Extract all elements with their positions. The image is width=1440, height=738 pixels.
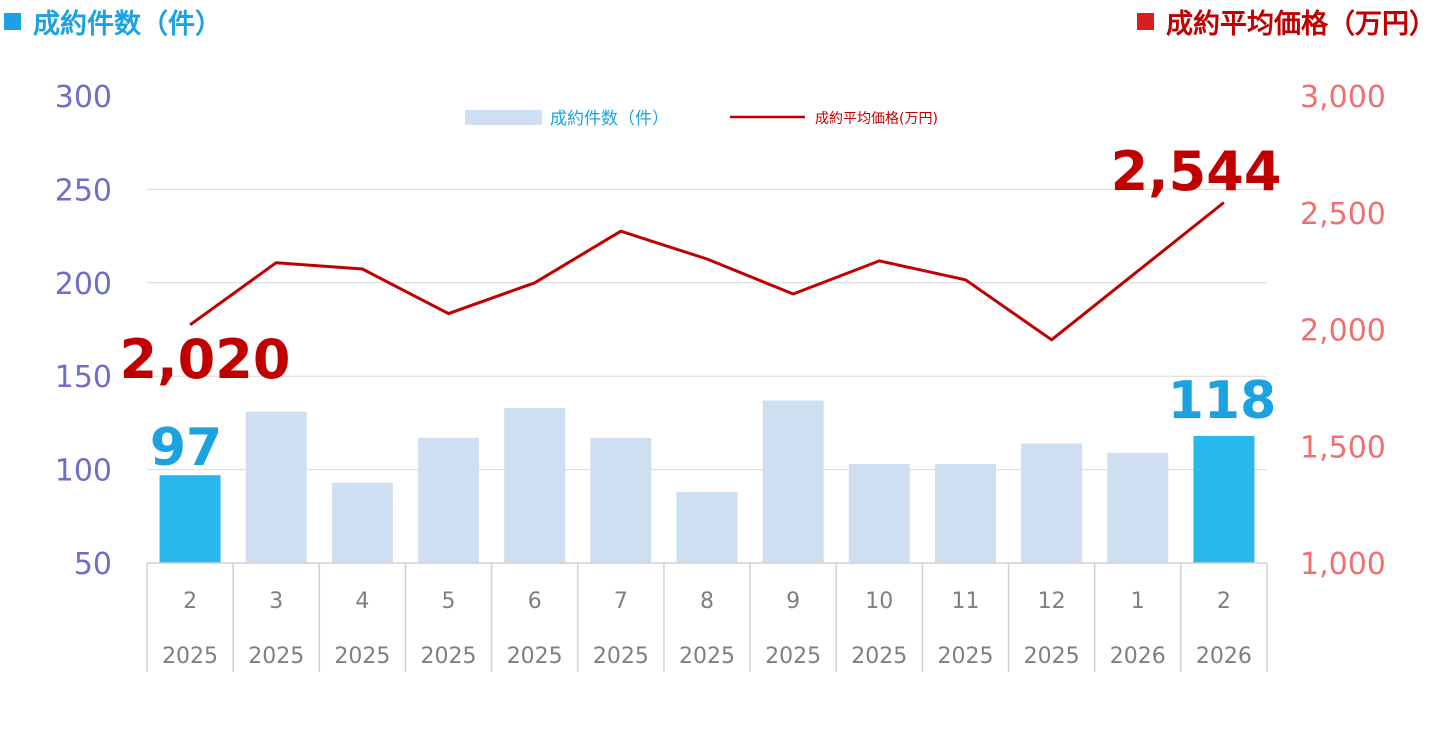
bar-12 (1193, 435, 1255, 563)
gridlines (147, 188, 1267, 471)
category-axis: 2 2025 3 2025 4 2025 5 2025 6 2025 7 2025 8 2025 9 2025… (146, 562, 1268, 672)
category-year-label: 2025 (1024, 644, 1080, 669)
bar-2 (331, 482, 393, 563)
category-month-label: 2 (1217, 589, 1231, 614)
left-tick-label: 150 (55, 360, 112, 395)
category-year-label: 2025 (248, 644, 304, 669)
bar-8 (848, 463, 910, 563)
category-month-label: 2 (183, 589, 197, 614)
right-tick-label: 1,000 (1300, 547, 1386, 582)
right-axis-title-text: 成約平均価格（万円） (1166, 9, 1436, 40)
category-year-label: 2026 (1196, 644, 1252, 669)
bar-series (159, 400, 1255, 563)
legend-line-label: 成約平均価格(万円) (815, 111, 938, 127)
category-year-label: 2026 (1110, 644, 1166, 669)
category-month-label: 9 (786, 589, 800, 614)
category-month-label: 8 (700, 589, 714, 614)
left-tick-label: 250 (55, 173, 112, 208)
line-series (189, 201, 1225, 342)
category-month-label: 12 (1038, 589, 1066, 614)
legend: 成約件数（件） 成約平均価格(万円) (465, 109, 938, 129)
category-month-label: 10 (865, 589, 893, 614)
left-tick-label: 100 (55, 454, 112, 489)
bar-5 (590, 437, 652, 563)
legend-bar-label: 成約件数（件） (550, 109, 669, 129)
right-tick-label: 3,000 (1300, 80, 1386, 115)
category-month-label: 1 (1131, 589, 1145, 614)
bar-first-value-label: 97 (150, 418, 222, 478)
category-month-label: 5 (442, 589, 456, 614)
left-tick-label: 200 (55, 267, 112, 302)
right-tick-label: 2,000 (1300, 314, 1386, 349)
right-tick-label: 1,500 (1300, 430, 1386, 465)
left-tick-label: 50 (74, 547, 112, 582)
bar-10 (1021, 443, 1083, 563)
category-year-label: 2025 (593, 644, 649, 669)
bar-0 (159, 475, 221, 563)
category-year-label: 2025 (162, 644, 218, 669)
category-month-label: 7 (614, 589, 628, 614)
category-month-label: 6 (528, 589, 542, 614)
category-year-label: 2025 (851, 644, 907, 669)
price-line (189, 201, 1225, 342)
line-legend-square-icon (1137, 13, 1154, 30)
category-month-label: 3 (269, 589, 283, 614)
bar-9 (934, 463, 996, 563)
right-tick-label: 2,500 (1300, 197, 1386, 232)
category-year-label: 2025 (765, 644, 821, 669)
right-axis-title: 成約平均価格（万円） (1137, 2, 1436, 41)
category-month-label: 11 (951, 589, 979, 614)
line-last-value-label: 2,544 (1111, 140, 1282, 203)
bar-11 (1107, 452, 1169, 563)
bar-legend-square-icon (4, 13, 21, 30)
left-axis-title: 成約件数（件） (4, 2, 222, 41)
legend-bar-swatch (465, 110, 542, 125)
axes: 300 250 200 150 100 50 3,000 2,500 2,000 1,500 1,0… (55, 80, 1386, 582)
category-year-label: 2025 (507, 644, 563, 669)
left-tick-label: 300 (55, 80, 112, 115)
bar-last-value-label: 118 (1168, 371, 1277, 431)
line-first-value-label: 2,020 (120, 328, 291, 391)
bar-7 (762, 400, 824, 563)
left-axis-title-text: 成約件数（件） (33, 9, 222, 40)
category-year-label: 2025 (421, 644, 477, 669)
category-year-label: 2025 (334, 644, 390, 669)
bar-4 (504, 407, 566, 563)
bar-3 (418, 437, 480, 563)
bar-1 (245, 411, 307, 563)
category-month-label: 4 (355, 589, 369, 614)
annotations: 2,020 2,544 97 118 (120, 140, 1282, 478)
bar-6 (676, 492, 738, 563)
category-year-label: 2025 (937, 644, 993, 669)
category-year-label: 2025 (679, 644, 735, 669)
